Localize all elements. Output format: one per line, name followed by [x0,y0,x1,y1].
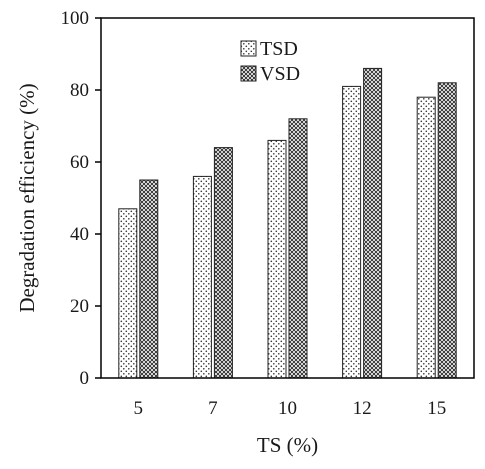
y-tick-label: 20 [70,296,89,317]
bars-layer [118,67,457,379]
legend-swatch-tsd [240,40,257,57]
axes-layer: 0 20 40 60 80 100 5 7 10 12 15 [61,8,475,419]
legend-label-tsd: TSD [260,38,298,60]
y-tick-label: 40 [70,224,89,245]
bar-tsd-10 [267,139,287,379]
x-tick-label: 7 [208,398,218,419]
bar-tsd-7 [192,175,212,379]
x-tick-label: 5 [134,398,144,419]
bar-vsd-5 [139,179,159,379]
bar-vsd-7 [213,147,233,379]
bar-tsd-15 [416,96,436,379]
y-tick-label: 80 [70,80,89,101]
bar-vsd-10 [288,118,308,379]
plot-frame [100,17,475,379]
x-tick-label: 10 [278,398,297,419]
x-tick-label: 15 [427,398,446,419]
bar-vsd-15 [437,82,457,379]
legend-label-vsd: VSD [260,63,300,85]
y-tick-label: 60 [70,152,89,173]
x-tick-label: 12 [353,398,372,419]
y-tick-label: 100 [61,8,90,29]
bar-vsd-12 [363,67,383,379]
y-tick-label: 0 [80,368,90,389]
y-axis-title: Degradation efficiency (%) [15,83,39,312]
legend: TSD VSD [240,38,300,85]
x-axis-title: TS (%) [257,433,318,457]
bar-tsd-5 [118,208,138,379]
legend-swatch-vsd [240,65,257,82]
labels-layer: TS (%) Degradation efficiency (%) [15,83,318,457]
bar-tsd-12 [342,85,362,379]
